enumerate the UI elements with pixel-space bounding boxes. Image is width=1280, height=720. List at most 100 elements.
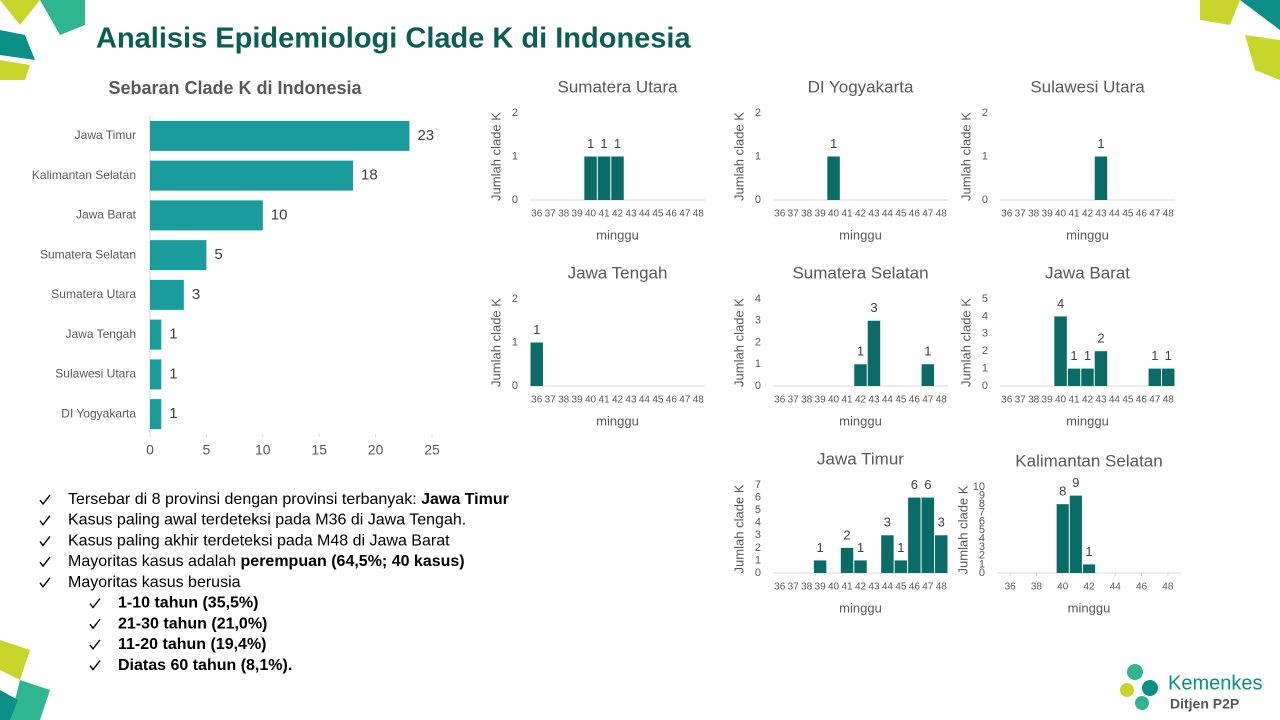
value-label: 1 [169, 326, 177, 343]
y-tick-label: DI Yogyakarta [61, 406, 136, 420]
value-label: 1 [1097, 136, 1104, 151]
x-tick-label: 39 [815, 582, 827, 593]
x-tick-label: 5 [203, 442, 211, 458]
y-tick-label: 1 [755, 150, 761, 162]
chart-title: Sebaran Clade K di Indonesia [108, 78, 362, 98]
y-tick-label: 0 [755, 567, 761, 579]
x-axis-label: minggu [1066, 227, 1109, 242]
x-tick-label: 42 [855, 582, 867, 593]
value-label: 1 [169, 405, 177, 422]
x-tick-label: 38 [801, 395, 813, 406]
sub-bullet: 11-20 tahun (19,4%) [118, 636, 267, 653]
check-icon [39, 556, 51, 568]
x-tick-label: 40 [828, 395, 840, 406]
y-axis-label: Jumlah clade K [731, 298, 746, 387]
x-tick-label: 47 [679, 395, 691, 406]
value-label: 1 [1070, 348, 1077, 363]
bar [867, 320, 881, 386]
bar [1148, 368, 1162, 386]
x-tick-label: 43 [868, 582, 880, 593]
y-tick-label: 2 [512, 293, 518, 305]
x-tick-label: 42 [1082, 395, 1094, 406]
x-tick-label: 38 [1028, 209, 1040, 220]
x-axis-label: minggu [596, 227, 639, 242]
x-tick-label: 40 [828, 582, 840, 593]
bar [854, 560, 867, 573]
y-tick-label: 7 [755, 479, 761, 491]
y-tick-label: Sumatera Utara [51, 287, 136, 301]
y-tick-label: Kalimantan Selatan [32, 168, 136, 182]
y-tick-label: 10 [973, 481, 985, 493]
x-tick-label: 39 [572, 395, 584, 406]
x-tick-label: 38 [1028, 395, 1040, 406]
x-tick-label: 42 [612, 209, 624, 220]
page-title: Analisis Epidemiologi Clade K di Indones… [96, 23, 691, 55]
y-tick-label: 4 [755, 293, 761, 305]
x-tick-label: 45 [895, 395, 907, 406]
x-axis-label: minggu [1068, 600, 1111, 615]
sub-bullet: 1-10 tahun (35,5%) [118, 595, 258, 612]
bar [1056, 504, 1069, 573]
value-label: 1 [924, 344, 931, 359]
x-tick-label: 36 [1001, 395, 1013, 406]
x-tick-label: 47 [679, 209, 691, 220]
bar [1067, 368, 1081, 386]
value-label: 2 [1097, 331, 1104, 346]
bullet-text: Mayoritas kasus adalah [68, 553, 241, 570]
x-tick-label: 48 [936, 209, 948, 220]
check-icon [39, 577, 51, 588]
x-tick-label: 41 [598, 395, 610, 406]
x-tick-label: 42 [855, 209, 867, 220]
y-tick-label: Sulawesi Utara [55, 367, 136, 381]
bar [921, 497, 935, 573]
bullet: Kasus paling awal terdeteksi pada M36 di… [68, 512, 466, 529]
y-tick-label: 5 [979, 524, 985, 536]
x-tick-label: 48 [1163, 395, 1175, 406]
x-tick-label: 36 [531, 209, 543, 220]
x-tick-label: 41 [1068, 395, 1080, 406]
x-tick-label: 36 [531, 395, 543, 406]
value-label: 3 [192, 286, 200, 303]
x-tick-label: 44 [1110, 582, 1122, 593]
bar [150, 200, 263, 231]
value-label: 1 [830, 136, 837, 151]
check-icon [89, 598, 101, 609]
y-tick-label: 3 [755, 529, 761, 541]
x-tick-label: 47 [1149, 209, 1161, 220]
value-label: 6 [924, 477, 931, 492]
x-axis-label: minggu [596, 413, 639, 428]
x-tick-label: 42 [1082, 209, 1094, 220]
y-tick-label: Jawa Tengah [66, 327, 137, 341]
x-tick-label: 41 [841, 395, 853, 406]
y-axis-label: Jumlah clade K [488, 298, 503, 387]
x-tick-label: 39 [1042, 209, 1054, 220]
bar [530, 342, 543, 386]
x-tick-label: 44 [1109, 209, 1121, 220]
x-tick-label: 25 [424, 442, 440, 458]
value-label: 2 [843, 527, 850, 542]
bullet: Tersebar di 8 provinsi dengan provinsi t… [68, 491, 509, 508]
value-label: 4 [1057, 296, 1064, 311]
y-tick-label: 1 [755, 554, 761, 566]
bullet-text: Kasus paling akhir terdeteksi pada M48 d… [68, 533, 450, 550]
x-axis-label: minggu [839, 413, 882, 428]
y-tick-label: 1 [755, 358, 761, 370]
x-tick-label: 45 [652, 209, 664, 220]
bar [827, 156, 840, 200]
bar [921, 364, 935, 386]
chart-title: DI Yogyakarta [808, 77, 914, 96]
y-tick-label: 1 [982, 363, 988, 375]
y-axis-label: Jumlah clade K [731, 112, 746, 201]
x-tick-label: 45 [652, 395, 664, 406]
x-tick-label: 44 [882, 395, 894, 406]
x-tick-label: 46 [909, 209, 921, 220]
chart-title: Jawa Tengah [568, 263, 668, 282]
chart-title: Jawa Barat [1045, 263, 1130, 282]
x-tick-label: 39 [1042, 395, 1054, 406]
x-tick-label: 46 [909, 395, 921, 406]
x-tick-label: 41 [598, 209, 610, 220]
x-tick-label: 38 [1031, 582, 1043, 593]
x-tick-label: 48 [1163, 209, 1175, 220]
value-label: 1 [816, 540, 823, 555]
x-tick-label: 45 [895, 582, 907, 593]
